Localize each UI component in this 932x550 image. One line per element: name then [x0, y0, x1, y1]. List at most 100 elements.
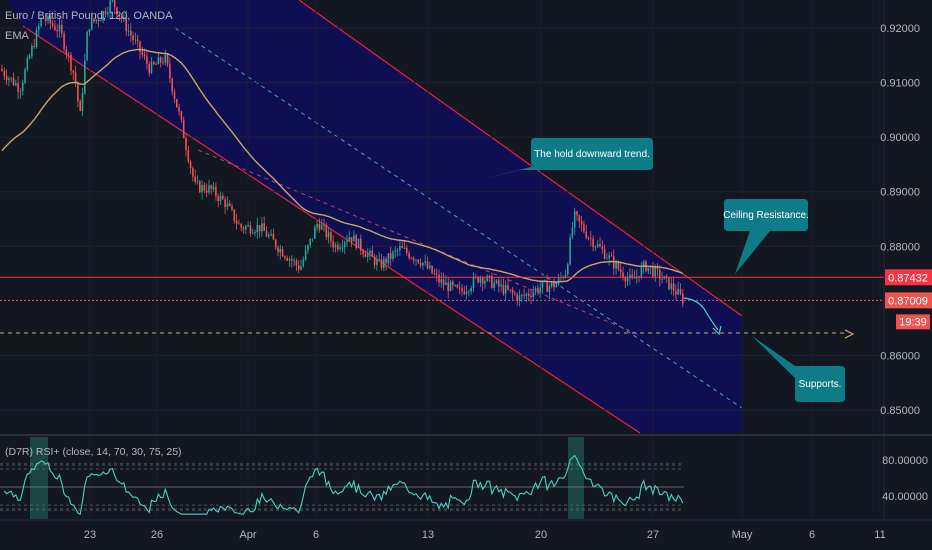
- candle-body: [521, 294, 523, 296]
- candle-body: [665, 276, 668, 278]
- candle-body: [171, 78, 173, 92]
- candle-body: [302, 259, 305, 267]
- candle-body: [288, 259, 291, 261]
- candle-body: [81, 93, 84, 111]
- candle-body: [210, 185, 213, 190]
- candle-body: [647, 267, 650, 272]
- candle-body: [224, 199, 226, 208]
- candle-body: [297, 265, 300, 270]
- candle-body: [491, 275, 493, 288]
- candle-body: [362, 250, 364, 255]
- candle-body: [249, 225, 252, 234]
- candle-body: [314, 227, 316, 239]
- candle-body: [15, 83, 17, 86]
- rsi-highlight-1: [30, 437, 48, 519]
- candle-body: [125, 17, 127, 32]
- candle-body: [150, 61, 153, 73]
- candle-body: [180, 111, 183, 120]
- candle-body: [203, 184, 206, 191]
- candle-body: [585, 231, 587, 238]
- candle-body: [189, 161, 192, 169]
- callout-downtrend-text: The hold downward trend.: [534, 149, 650, 160]
- candle-body: [337, 244, 339, 250]
- callout-supports[interactable]: Supports.: [752, 336, 845, 402]
- candle-body: [265, 230, 268, 237]
- candle-body: [293, 260, 295, 262]
- candle-body: [394, 250, 397, 252]
- candle-body: [139, 41, 141, 52]
- candle-body: [378, 259, 380, 260]
- candle-body: [527, 293, 530, 296]
- candle-body: [649, 267, 652, 268]
- price-axis[interactable]: 0.92000 0.91000 0.90000 0.89000 0.88000 0.860…: [880, 23, 920, 417]
- time-tick-label: 11: [874, 529, 885, 541]
- candle-body: [355, 235, 357, 248]
- candle-body: [136, 39, 139, 42]
- candle-body: [307, 245, 309, 251]
- rsi-tick-label: 80.00000: [882, 455, 928, 467]
- candle-body: [166, 54, 169, 65]
- candle-body: [463, 291, 466, 295]
- candle-body: [279, 248, 282, 253]
- candle-body: [295, 260, 298, 266]
- candle-body: [258, 225, 261, 232]
- candle-body: [44, 18, 47, 21]
- candle-body: [511, 289, 514, 294]
- candle-body: [435, 274, 438, 275]
- candle-body: [619, 269, 622, 273]
- candle-body: [350, 237, 353, 242]
- candle-body: [86, 31, 88, 61]
- candle-body: [5, 76, 8, 81]
- candle-body: [40, 18, 42, 27]
- candle-body: [233, 209, 236, 221]
- candle-body: [456, 284, 459, 288]
- candle-body: [385, 258, 387, 264]
- candle-body: [31, 45, 33, 57]
- candle-body: [571, 227, 574, 238]
- candle-body: [21, 82, 24, 92]
- time-axis[interactable]: 23 26 Apr 6 13 20 27 May 6 11: [84, 529, 886, 541]
- rsi-pane[interactable]: [0, 437, 684, 519]
- ema-indicator-label[interactable]: EMA: [5, 30, 29, 42]
- candle-body: [201, 184, 203, 193]
- rsi-indicator-label[interactable]: (D7R) RSI+ (close, 14, 70, 30, 75, 25): [5, 446, 182, 458]
- ema-line: [1, 48, 684, 283]
- candle-body: [364, 254, 367, 257]
- candle-body: [642, 261, 645, 267]
- candle-body: [387, 253, 390, 264]
- rsi-axis[interactable]: 80.00000 40.00000: [882, 455, 928, 503]
- time-tick-label: 6: [313, 529, 319, 541]
- candle-body: [47, 16, 49, 21]
- candle-body: [357, 238, 360, 248]
- callout-downtrend[interactable]: The hold downward trend.: [478, 138, 653, 180]
- candle-body: [661, 279, 663, 280]
- callout-supports-text: Supports.: [799, 379, 842, 390]
- candle-body: [369, 250, 371, 254]
- candle-body: [479, 277, 482, 283]
- time-tick-label: 27: [647, 529, 659, 541]
- callout-resistance[interactable]: Ceiling Resistance.: [723, 199, 809, 274]
- candle-body: [70, 54, 72, 71]
- downtrend-channel: [7, 0, 742, 433]
- candle-body: [629, 274, 631, 279]
- main-pane[interactable]: The hold downward trend. Ceiling Resista…: [0, 0, 884, 520]
- candle-body: [590, 237, 592, 239]
- candle-body: [215, 186, 217, 197]
- candle-body: [608, 255, 610, 259]
- price-tick-label: 0.91000: [880, 78, 920, 90]
- candle-body: [477, 276, 479, 283]
- candle-body: [130, 30, 132, 36]
- candle-body: [102, 11, 104, 21]
- symbol-title[interactable]: Euro / British Pound, 120, OANDA: [5, 10, 173, 22]
- price-tick-label: 0.85000: [880, 405, 920, 417]
- candle-body: [1, 68, 3, 71]
- candle-body: [79, 101, 81, 111]
- time-tick-label: 13: [422, 529, 434, 541]
- candle-body: [682, 293, 684, 304]
- candle-body: [192, 168, 194, 177]
- candle-body: [123, 17, 125, 19]
- candle-body: [557, 277, 560, 285]
- candle-body: [67, 53, 70, 55]
- candle-body: [656, 267, 659, 270]
